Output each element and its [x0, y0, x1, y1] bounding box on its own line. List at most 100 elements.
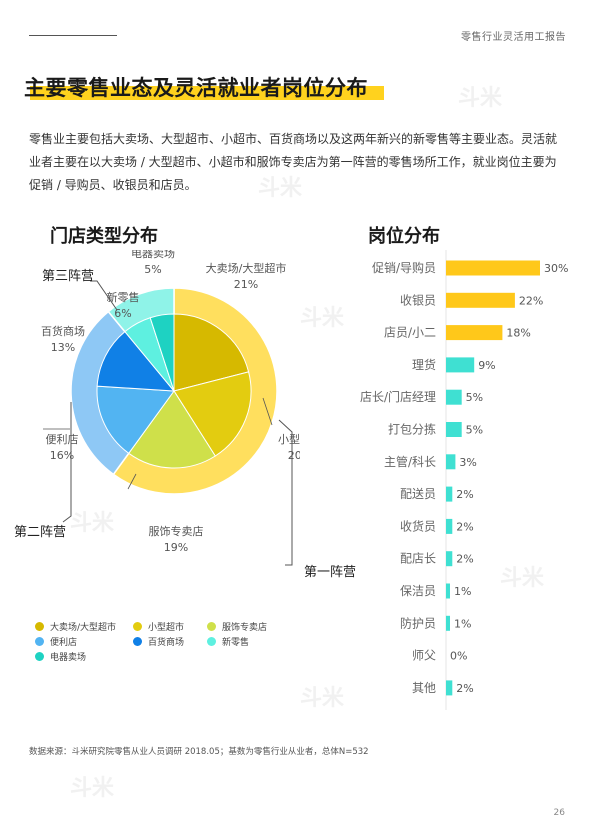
camp-bracket-second [62, 402, 72, 523]
bar-category-label: 店长/门店经理 [360, 389, 436, 404]
legend-swatch [35, 637, 44, 646]
source-note: 数据来源：斗米研究院零售从业人员调研 2018.05；基数为零售行业从业者，总体… [29, 747, 369, 757]
pie-value-label: 21% [234, 278, 258, 291]
legend-item: 新零售 [207, 635, 249, 648]
pie-value-label: 5% [144, 263, 161, 276]
pie-label: 电器卖场 [131, 250, 175, 260]
bar-category-label: 师父 [412, 649, 436, 663]
bar [446, 454, 456, 470]
watermark: 斗米 [300, 686, 345, 711]
bar [446, 389, 462, 405]
bar-category-label: 配送员 [400, 486, 436, 501]
watermark: 斗米 [500, 566, 545, 591]
bar-value-label: 2% [456, 682, 473, 695]
bar [446, 680, 453, 696]
pie-slice-小型超市 [173, 371, 252, 457]
camp-bracket-first [278, 419, 293, 566]
camp-label-third: 第三阵营 [42, 269, 95, 284]
report-title: 零售行业灵活用工报告 [461, 32, 566, 43]
legend-label: 小型超市 [148, 623, 185, 633]
pie-value-label: 16% [50, 449, 74, 462]
legend-swatch [207, 622, 216, 631]
intro-paragraph: 零售业主要包括大卖场、大型超市、小超市、百货商场以及这两年新兴的新零售等主要业态… [29, 132, 558, 192]
camp-label-first: 第一阵营 [304, 565, 357, 580]
legend-label: 服饰专卖店 [222, 623, 268, 633]
pie-label: 百货商场 [41, 324, 85, 338]
bar-value-label: 2% [456, 488, 473, 501]
bar-category-label: 配店长 [400, 552, 436, 566]
pie-label: 新零售 [107, 290, 140, 304]
leader-line [127, 473, 137, 490]
bar-value-label: 9% [478, 359, 495, 372]
bar-category-label: 保洁员 [400, 584, 436, 598]
bar-category-label: 其他 [412, 681, 436, 695]
legend-swatch [35, 622, 44, 631]
pie-chart-title: 门店类型分布 [50, 226, 158, 247]
bar [446, 325, 503, 341]
legend-swatch [35, 652, 44, 661]
bar-value-label: 5% [466, 424, 483, 437]
legend-item: 百货商场 [133, 635, 184, 648]
bar [446, 583, 450, 599]
leader-line [262, 397, 273, 426]
bar [446, 422, 462, 437]
bar-value-label: 2% [456, 520, 473, 533]
bar-category-label: 打包分拣 [388, 422, 436, 437]
bar-value-label: 18% [506, 327, 530, 340]
bar [446, 551, 453, 567]
bar-category-label: 收银员 [400, 293, 436, 307]
legend-item: 便利店 [35, 635, 77, 648]
bar [446, 615, 450, 631]
legend-swatch [133, 637, 142, 646]
pie-value-label: 20% [288, 449, 300, 462]
bar-value-label: 30% [544, 262, 568, 275]
bar-value-label: 3% [459, 456, 476, 469]
bar-chart-title: 岗位分布 [368, 226, 440, 247]
bar [446, 260, 540, 276]
legend-item: 电器卖场 [35, 650, 86, 663]
watermark: 斗米 [258, 176, 303, 201]
pie-slice-便利店 [96, 385, 175, 454]
header-rule [29, 35, 117, 36]
bar [446, 357, 475, 373]
bar-category-label: 主管/科长 [384, 454, 436, 469]
watermark: 斗米 [300, 306, 345, 331]
bar-category-label: 理货 [412, 357, 436, 372]
position-bar-chart: 促销/导购员 30% 收银员 22% 店员/小二 18% 理货 9% 店长/门店经理 5% 打包分拣… [360, 250, 568, 710]
bar [446, 518, 453, 534]
legend-swatch [133, 622, 142, 631]
bar [446, 292, 515, 308]
page-title: 主要零售业态及灵活就业者岗位分布 [24, 76, 368, 100]
bar-category-label: 收货员 [400, 518, 436, 533]
pie-slice-大卖场-大型超市 [173, 313, 250, 392]
store-type-pie-chart: 大卖场/大型超市 21% 小型超市 20% 服饰专卖店 19% 便利店 16% 百货商场 13% 新… [41, 250, 300, 566]
pie-label: 大卖场/大型超市 [206, 261, 287, 275]
legend-label: 新零售 [222, 638, 250, 648]
bar-value-label: 2% [456, 553, 473, 566]
pie-value-label: 19% [164, 541, 188, 554]
title-highlight [30, 86, 384, 100]
legend-label: 便利店 [50, 638, 78, 648]
legend-label: 大卖场/大型超市 [50, 623, 117, 633]
legend-item: 服饰专卖店 [207, 620, 267, 633]
title-block: 主要零售业态及灵活就业者岗位分布 [24, 72, 384, 102]
bar-value-label: 22% [519, 294, 543, 307]
bar-value-label: 1% [454, 617, 471, 630]
legend-label: 电器卖场 [50, 653, 87, 663]
watermark: 斗米 [458, 86, 503, 111]
bar-category-label: 店员/小二 [384, 326, 436, 340]
legend-item: 小型超市 [133, 620, 184, 633]
pie-label: 服饰专卖店 [149, 524, 204, 538]
pie-value-label: 6% [114, 307, 131, 320]
watermark: 斗米 [70, 511, 115, 536]
legend-label: 百货商场 [148, 638, 185, 648]
pie-value-label: 13% [51, 341, 75, 354]
bar-category-label: 促销/导购员 [372, 260, 436, 275]
bar [446, 486, 453, 502]
page-number: 26 [553, 808, 565, 818]
camp-label-second: 第二阵营 [14, 525, 67, 540]
pie-label: 小型超市 [278, 432, 300, 446]
camp-bracket-third [90, 280, 118, 311]
pie-slice-电器卖场 [149, 313, 175, 392]
pie-slice-服饰专卖店 [128, 390, 216, 469]
